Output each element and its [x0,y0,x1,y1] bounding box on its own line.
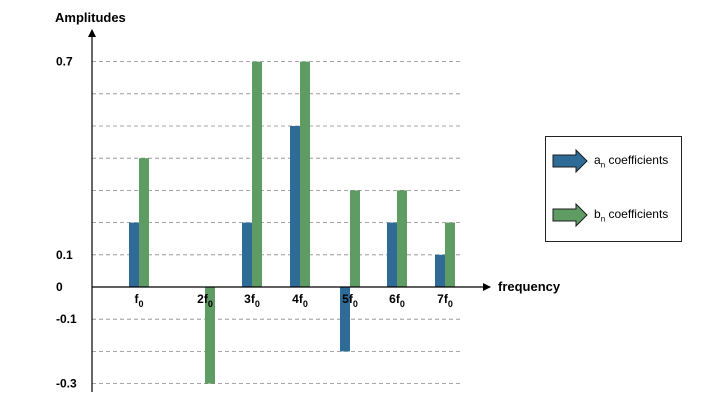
x-tick-label: 3f0 [244,292,260,309]
x-tick-label: f0 [134,292,143,309]
bar-an-4 [290,126,300,287]
bar-bn-3 [252,61,262,287]
bar-bn-2 [205,287,215,384]
y-tick-label: -0.3 [56,377,77,391]
legend: an coefficients bn coefficients [545,136,682,242]
y-tick-label: -0.1 [56,312,77,326]
x-tick-label: 6f0 [389,292,405,309]
bars-group [129,61,455,384]
x-tick-label: 4f0 [292,292,308,309]
bar-an-1 [129,222,139,287]
x-tick-label: 7f0 [437,292,453,309]
legend-item-bn: bn coefficients [552,203,668,227]
bar-bn-7 [445,222,455,287]
y-tick-labels: 0.7 0.1 0 -0.1 -0.3 [56,55,77,391]
bar-bn-1 [139,158,149,287]
legend-arrow-icon [552,203,588,227]
bar-an-5 [340,287,350,352]
legend-label: an coefficients [594,152,669,170]
legend-arrow-icon [552,149,588,173]
bar-bn-4 [300,61,310,287]
bar-bn-6 [397,190,407,287]
legend-item-an: an coefficients [552,149,668,173]
x-axis-title: frequency [498,279,561,294]
x-tick-labels: f0 2f0 3f0 4f0 5f0 6f0 7f0 [134,292,452,309]
legend-label: bn coefficients [594,206,669,224]
bar-an-6 [387,222,397,287]
bar-an-7 [435,254,445,287]
bar-an-3 [242,222,252,287]
bar-bn-5 [350,190,360,287]
x-tick-label: 2f0 [197,292,213,309]
y-axis-title: Amplitudes [55,10,126,25]
y-tick-label: 0.7 [56,55,73,69]
x-tick-label: 5f0 [342,292,358,309]
y-tick-label: 0.1 [56,248,73,262]
y-tick-label: 0 [56,280,63,294]
